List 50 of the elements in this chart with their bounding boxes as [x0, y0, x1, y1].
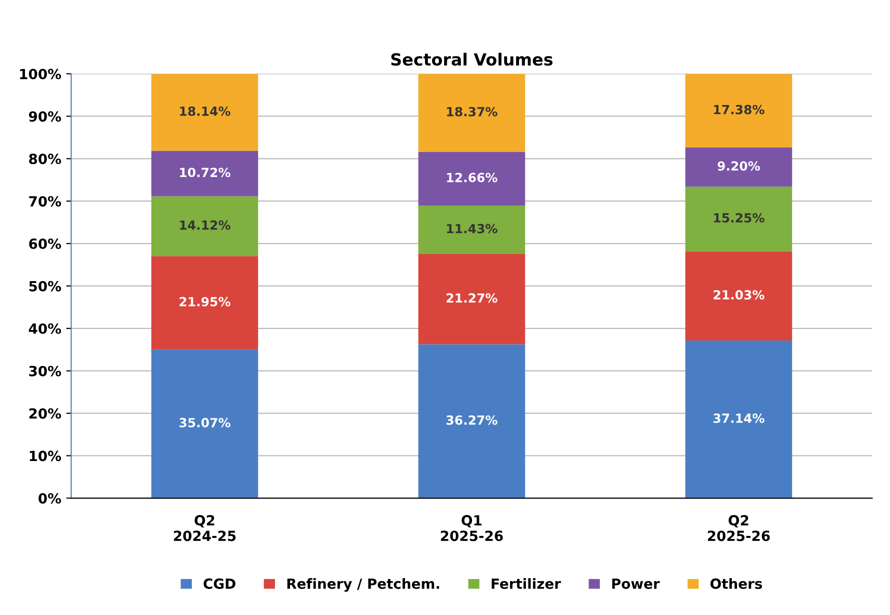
y-tick-label: 20% — [29, 408, 62, 419]
bar — [418, 254, 526, 344]
x-tick-label: Q1 2025-26 — [440, 515, 503, 542]
bar — [418, 205, 526, 254]
y-tick-label: 10% — [30, 450, 62, 462]
data-label: 15.25% — [714, 213, 764, 223]
data-label: 17.38% — [714, 104, 764, 114]
data-label: 21.95% — [180, 296, 230, 306]
legend-label: CGD — [204, 578, 236, 589]
bar — [685, 74, 792, 148]
bar — [418, 152, 526, 206]
bar — [685, 148, 792, 187]
y-tick-label: 40% — [28, 323, 62, 334]
data-label: 21.03% — [714, 290, 764, 300]
y-tick-label: 90% — [28, 111, 62, 122]
data-label: 18.37% — [447, 106, 498, 116]
bar — [151, 150, 258, 196]
bar — [685, 340, 792, 498]
legend-label: Fertilizer — [492, 578, 561, 589]
legend-label: Refinery / Petchem. — [287, 578, 440, 592]
bar — [685, 251, 792, 341]
data-label: 11.43% — [447, 224, 498, 234]
data-label: 10.72% — [180, 168, 230, 178]
bar — [151, 349, 258, 498]
y-tick-label: 50% — [29, 280, 62, 292]
y-tick-label: 60% — [29, 238, 62, 250]
legend-label: Others — [710, 578, 762, 589]
data-label: 12.66% — [447, 172, 498, 182]
y-tick-label: 0% — [38, 493, 62, 504]
bar — [418, 74, 526, 152]
data-label: 18.14% — [180, 106, 230, 116]
y-tick-label: 80% — [29, 154, 62, 164]
data-label: 21.27% — [446, 293, 498, 303]
bar — [685, 186, 792, 252]
y-tick-label: 70% — [29, 196, 62, 207]
bar — [151, 196, 258, 256]
legend-label: Power — [612, 578, 660, 589]
data-label: 36.27% — [446, 415, 498, 425]
x-tick-label: Q2 2025-26 — [708, 515, 770, 542]
data-label: 14.12% — [180, 220, 230, 230]
x-tick-label: Q2 2024-25 — [174, 515, 236, 542]
bar — [418, 344, 526, 498]
y-tick-label: 100% — [20, 68, 62, 80]
data-label: 37.14% — [714, 414, 764, 423]
bar — [151, 256, 258, 350]
data-label: 9.20% — [718, 161, 760, 171]
data-label: 35.07% — [180, 418, 230, 428]
y-tick-label: 30% — [29, 366, 62, 376]
chart-title: Sectoral Volumes — [391, 52, 553, 66]
bar — [151, 74, 258, 151]
